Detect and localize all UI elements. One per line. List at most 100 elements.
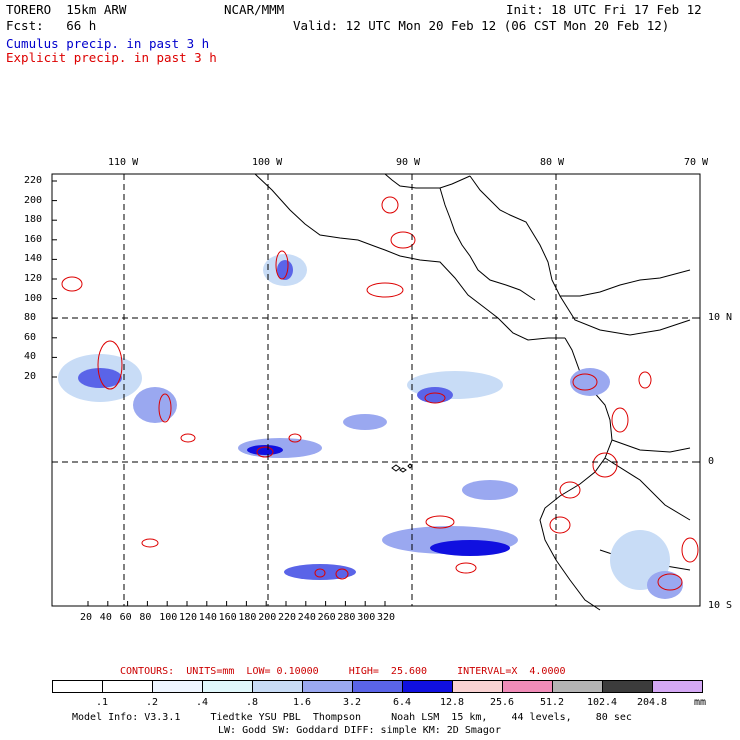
border-ecuador-peru	[611, 439, 691, 453]
colorbar-level-label: 102.4	[586, 697, 618, 708]
top-lon-label: 70 W	[684, 157, 709, 168]
cumulus-band-east-core	[417, 387, 453, 403]
colorbar-swatch	[452, 680, 503, 693]
colorbar-level-label: 51.2	[539, 697, 565, 708]
init-time: Init: 18 UTC Fri 17 Feb 12	[506, 2, 702, 17]
cumulus-cell-mid	[343, 414, 387, 430]
explicit-contour-a	[61, 276, 83, 292]
coastline-caribbean	[469, 175, 691, 297]
colorbar-swatch	[302, 680, 353, 693]
top-lon-label: 90 W	[396, 157, 421, 168]
bottom-x-label: 320	[377, 612, 396, 623]
physics-info: LW: Godd SW: Goddard DIFF: simple KM: 2D…	[218, 725, 501, 736]
explicit-contour-h	[366, 282, 404, 298]
bottom-x-label: 80	[139, 612, 152, 623]
colorbar-level-label: 12.8	[439, 697, 465, 708]
bottom-x-label: 140	[198, 612, 217, 623]
explicit-legend: Explicit precip. in past 3 h	[6, 50, 217, 65]
colorbar-swatch	[252, 680, 303, 693]
colorbar-swatch	[402, 680, 453, 693]
explicit-contour-p	[141, 538, 159, 548]
colorbar-swatch	[552, 680, 603, 693]
map-area	[51, 173, 701, 611]
valid-time: Valid: 12 UTC Mon 20 Feb 12 (06 CST Mon …	[293, 18, 670, 33]
explicit-contour-r	[592, 452, 618, 478]
cumulus-cell-sam2	[647, 571, 683, 599]
map-frame	[51, 173, 701, 607]
bottom-x-label: 300	[357, 612, 376, 623]
colorbar-level-label: .1	[95, 697, 109, 708]
colorbar-swatch	[102, 680, 153, 693]
bottom-x-label: 260	[317, 612, 336, 623]
bottom-x-label: 120	[179, 612, 198, 623]
explicit-contour-s	[559, 481, 581, 499]
bottom-x-label: 100	[159, 612, 178, 623]
explicit-precip-contours	[61, 196, 699, 591]
top-lon-label: 80 W	[540, 157, 565, 168]
top-lon-label: 110 W	[108, 157, 139, 168]
right-lat-label: 10 N	[708, 312, 733, 323]
colorbar-swatch	[202, 680, 253, 693]
left-y-label: 120	[24, 273, 43, 284]
colorbar-swatch	[502, 680, 553, 693]
explicit-contour-v	[638, 371, 652, 389]
cumulus-cell-coast	[570, 368, 610, 396]
top-lon-label: 100 W	[252, 157, 283, 168]
left-y-label: 100	[24, 292, 43, 304]
explicit-contour-w	[681, 537, 699, 563]
bottom-x-label: 200	[258, 612, 277, 623]
bottom-x-label: 40	[99, 612, 112, 623]
colorbar-level-label: 3.2	[342, 697, 362, 708]
left-y-label: 200	[24, 194, 43, 206]
left-y-label: 80	[24, 312, 37, 324]
cumulus-cell-se2-core	[430, 540, 510, 556]
model-info: Model Info: V3.3.1 Tiedtke YSU PBL Thomp…	[72, 712, 632, 723]
explicit-contour-f	[288, 433, 302, 443]
bottom-x-label: 220	[278, 612, 297, 623]
explicit-contour-m	[455, 562, 477, 574]
bottom-x-label: 180	[238, 612, 257, 623]
colorbar-swatch	[652, 680, 703, 693]
colorbar-level-label: 25.6	[489, 697, 515, 708]
explicit-contour-n	[314, 568, 326, 578]
colorbar-unit: mm	[694, 697, 707, 708]
forecast-hour: Fcst: 66 h	[6, 18, 97, 33]
left-y-label: 20	[24, 371, 37, 382]
colorbar-swatch	[52, 680, 103, 693]
axis-ticks	[52, 174, 701, 607]
cumulus-cell-south	[284, 564, 356, 580]
coastline-mexico	[254, 173, 565, 341]
border-peru-brazil	[604, 457, 691, 521]
bottom-x-label: 280	[337, 612, 356, 623]
cumulus-cell-se1	[462, 480, 518, 500]
explicit-contour-j	[381, 196, 399, 214]
border-central-america	[439, 187, 536, 301]
cumulus-band-center-core	[247, 445, 283, 455]
right-lat-label: 0	[708, 456, 715, 467]
colorbar-swatch	[602, 680, 653, 693]
bottom-x-label: 60	[119, 612, 132, 623]
explicit-contour-d	[180, 433, 196, 443]
left-y-label: 180	[24, 214, 43, 226]
cumulus-cell-north-core	[277, 260, 293, 280]
contours-label: CONTOURS: UNITS=mm LOW= 0.10000 HIGH= 25…	[120, 666, 566, 677]
center-name: NCAR/MMM	[224, 2, 285, 17]
explicit-contour-x	[657, 573, 683, 591]
explicit-contour-u	[611, 407, 629, 433]
explicit-contour-t	[549, 516, 571, 534]
bottom-x-label: 20	[80, 612, 93, 623]
galapagos-island	[391, 463, 413, 473]
colorbar-level-label: 204.8	[636, 697, 668, 708]
model-title: TORERO 15km ARW	[6, 2, 127, 17]
explicit-contour-g	[275, 250, 289, 280]
explicit-contour-q	[572, 373, 598, 391]
explicit-contour-e	[256, 446, 274, 458]
colorbar-swatch	[352, 680, 403, 693]
colorbar-swatch	[152, 680, 203, 693]
lat-lon-grid	[52, 174, 700, 606]
right-lat-label: 10 S	[708, 600, 733, 611]
colorbar-level-label: .8	[245, 697, 259, 708]
colorbar-level-label: 1.6	[292, 697, 312, 708]
bottom-x-label: 240	[297, 612, 316, 623]
